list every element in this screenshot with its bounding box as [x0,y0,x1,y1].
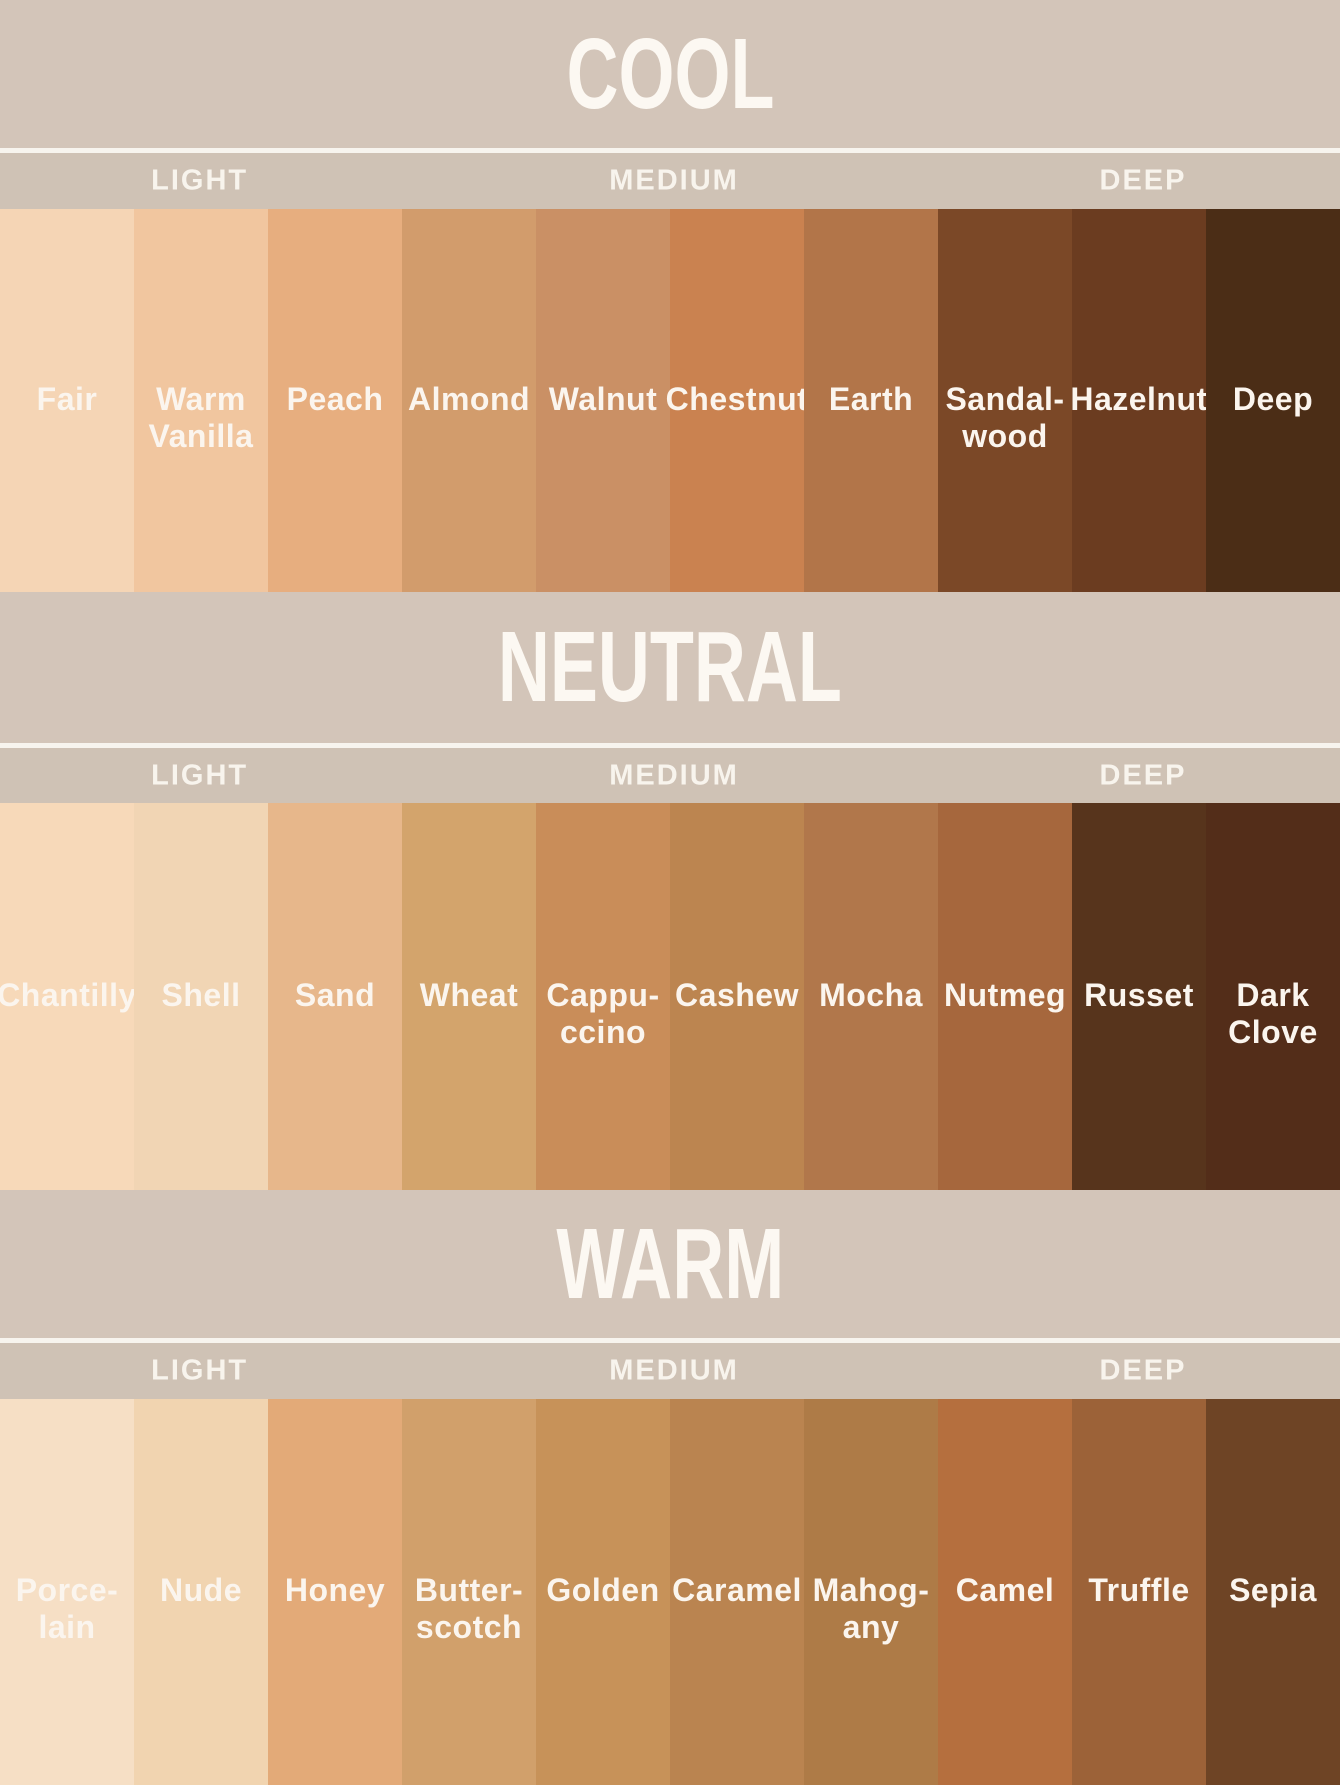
section-title-warm: WARM [556,1207,784,1320]
color-swatch: Honey [268,1399,402,1785]
depth-label-deep: DEEP [1099,759,1187,791]
color-swatch: Porce- lain [0,1399,134,1785]
warm-depth-bar: LIGHT MEDIUM DEEP [0,1343,1340,1399]
swatch-label: Truffle [1088,1572,1190,1608]
swatch-label: Sandal- wood [945,380,1065,454]
swatch-label: Sepia [1229,1572,1317,1608]
color-swatch: Butter- scotch [402,1399,536,1785]
section-title-cool: COOL [566,17,774,130]
section-cool: COOL LIGHT MEDIUM DEEP Fair Warm Vanilla… [0,0,1340,592]
divider-line [0,148,1340,153]
color-swatch: Deep [1206,209,1340,592]
color-swatch: Warm Vanilla [134,209,268,592]
swatch-label: Chestnut [665,380,809,417]
section-title-neutral: NEUTRAL [498,611,842,723]
color-swatch: Russet [1072,803,1206,1190]
swatch-label: Wheat [419,976,519,1013]
cool-swatch-row: Fair Warm Vanilla Peach Almond Walnut Ch… [0,209,1340,592]
warm-swatch-row: Porce- lain Nude Honey Butter- scotch Go… [0,1399,1340,1785]
color-swatch: Caramel [670,1399,804,1785]
swatch-label: Nutmeg [943,976,1067,1013]
color-swatch: Sandal- wood [938,209,1072,592]
neutral-swatch-row: Chantilly Shell Sand Wheat Cappu- ccino … [0,803,1340,1190]
color-swatch: Nutmeg [938,803,1072,1190]
swatch-label: Cappu- ccino [546,976,660,1050]
color-swatch: Truffle [1072,1399,1206,1785]
divider-line [0,1338,1340,1343]
swatch-label: Cashew [675,976,799,1013]
color-swatch: Camel [938,1399,1072,1785]
swatch-label: Warm Vanilla [148,380,254,454]
color-swatch: Sepia [1206,1399,1340,1785]
swatch-label: Chantilly [0,976,137,1013]
swatch-label: Earth [828,380,914,417]
color-swatch: Chestnut [666,209,808,592]
swatch-label: Honey [284,1572,386,1608]
depth-label-light: LIGHT [151,164,249,197]
swatch-label: Walnut [548,380,658,417]
depth-label-medium: MEDIUM [609,164,739,197]
color-swatch: Walnut [536,209,670,592]
depth-label-deep: DEEP [1099,164,1187,197]
swatch-label: Dark Clove [1228,976,1318,1050]
swatch-label: Porce- lain [15,1572,119,1645]
color-swatch: Cappu- ccino [536,803,670,1190]
color-swatch: Cashew [670,803,804,1190]
color-swatch: Sand [268,803,402,1190]
swatch-label: Almond [407,380,531,417]
color-swatch: Almond [402,209,536,592]
color-swatch: Mahog- any [804,1399,938,1785]
swatch-label: Russet [1084,976,1194,1013]
depth-label-medium: MEDIUM [609,1354,739,1387]
swatch-label: Shell [161,976,241,1013]
section-warm: WARM LIGHT MEDIUM DEEP Porce- lain Nude … [0,1190,1340,1785]
color-swatch: Golden [536,1399,670,1785]
color-swatch: Chantilly [0,803,136,1190]
neutral-depth-bar: LIGHT MEDIUM DEEP [0,748,1340,803]
color-swatch: Peach [268,209,402,592]
swatch-label: Mahog- any [812,1572,930,1645]
warm-header-band: WARM [0,1190,1340,1338]
section-neutral: NEUTRAL LIGHT MEDIUM DEEP Chantilly Shel… [0,592,1340,1190]
swatch-label: Butter- scotch [414,1572,524,1645]
color-swatch: Earth [804,209,938,592]
swatch-label: Mocha [819,976,923,1013]
swatch-label: Sand [294,976,376,1013]
swatch-label: Nude [160,1572,242,1608]
color-swatch: Mocha [804,803,938,1190]
color-swatch: Hazelnut [1070,209,1207,592]
swatch-label: Fair [36,380,98,417]
swatch-label: Caramel [672,1572,802,1608]
color-swatch: Wheat [402,803,536,1190]
neutral-header-band: NEUTRAL [0,592,1340,743]
swatch-label: Camel [955,1572,1055,1608]
color-swatch: Shell [134,803,268,1190]
depth-label-light: LIGHT [151,1354,249,1387]
depth-label-deep: DEEP [1099,1354,1187,1387]
divider-line [0,743,1340,748]
color-swatch: Fair [0,209,134,592]
depth-label-light: LIGHT [151,759,249,791]
cool-depth-bar: LIGHT MEDIUM DEEP [0,153,1340,209]
swatch-label: Hazelnut [1070,380,1208,417]
color-swatch: Dark Clove [1206,803,1340,1190]
depth-label-medium: MEDIUM [609,759,739,791]
cool-header-band: COOL [0,0,1340,148]
color-swatch: Nude [134,1399,268,1785]
swatch-label: Deep [1232,380,1314,417]
swatch-label: Peach [286,380,384,417]
swatch-label: Golden [546,1572,660,1608]
